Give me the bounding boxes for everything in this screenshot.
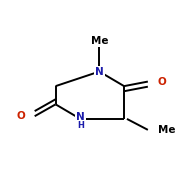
Text: N: N (76, 112, 85, 122)
Text: Me: Me (91, 36, 108, 46)
Text: O: O (157, 77, 166, 87)
Text: O: O (16, 111, 25, 121)
Text: Me: Me (158, 125, 176, 135)
Text: H: H (77, 121, 84, 130)
Text: N: N (95, 67, 104, 77)
